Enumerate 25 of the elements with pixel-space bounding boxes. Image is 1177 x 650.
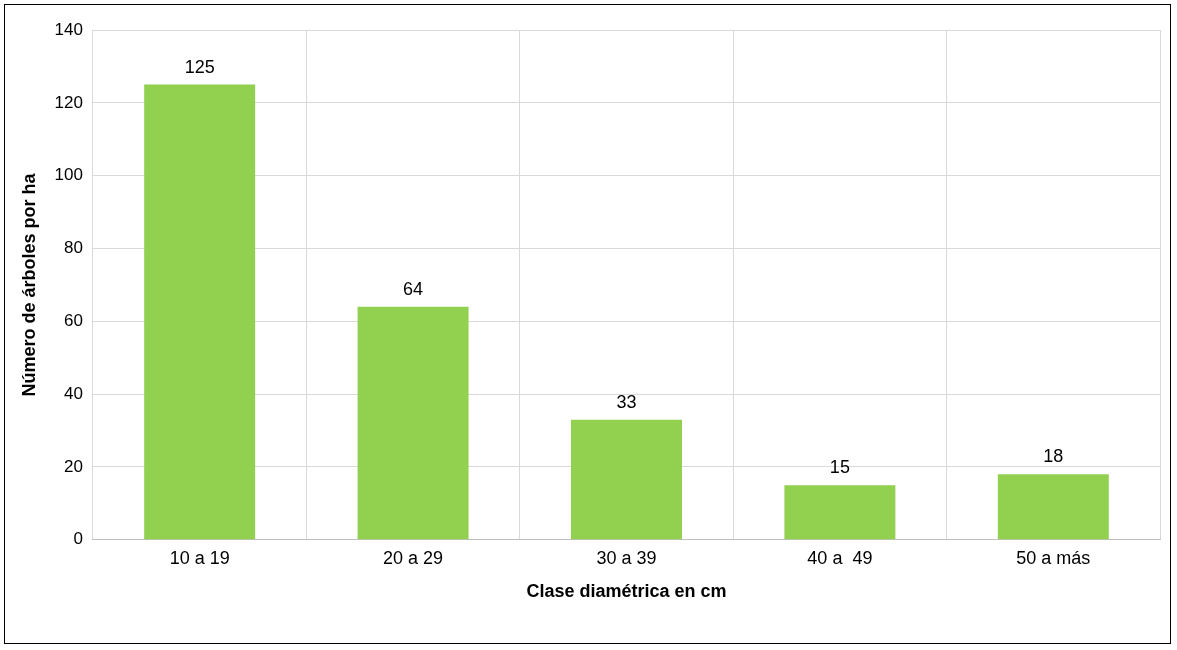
- bar: [357, 306, 469, 540]
- data-label: 15: [829, 457, 850, 478]
- data-label: 18: [1043, 446, 1064, 467]
- y-axis-title: Número de árboles por ha: [18, 172, 39, 397]
- x-tick-label: 10 a 19: [169, 547, 230, 568]
- y-tick-label: 80: [64, 238, 83, 258]
- bar: [144, 84, 256, 540]
- y-tick-label: 20: [64, 456, 83, 476]
- x-tick-label: 30 a 39: [596, 547, 657, 568]
- x-tick-label: 50 a más: [1016, 547, 1091, 568]
- y-tick-label: 120: [54, 92, 83, 112]
- y-tick-label: 100: [54, 165, 83, 185]
- y-tick-label: 140: [54, 19, 83, 39]
- bar: [571, 419, 682, 540]
- data-label: 33: [616, 391, 637, 412]
- x-tick-label: 20 a 29: [383, 547, 444, 568]
- y-tick-label: 40: [64, 383, 83, 403]
- data-label: 125: [184, 56, 215, 77]
- x-axis-title: Clase diamétrica en cm: [526, 581, 727, 602]
- y-tick-label: 60: [64, 311, 83, 330]
- bar: [784, 485, 896, 540]
- x-tick-label: 40 a 49: [807, 547, 873, 568]
- y-tick-label: 0: [73, 529, 83, 549]
- data-label: 64: [403, 278, 424, 299]
- bar: [997, 474, 1109, 540]
